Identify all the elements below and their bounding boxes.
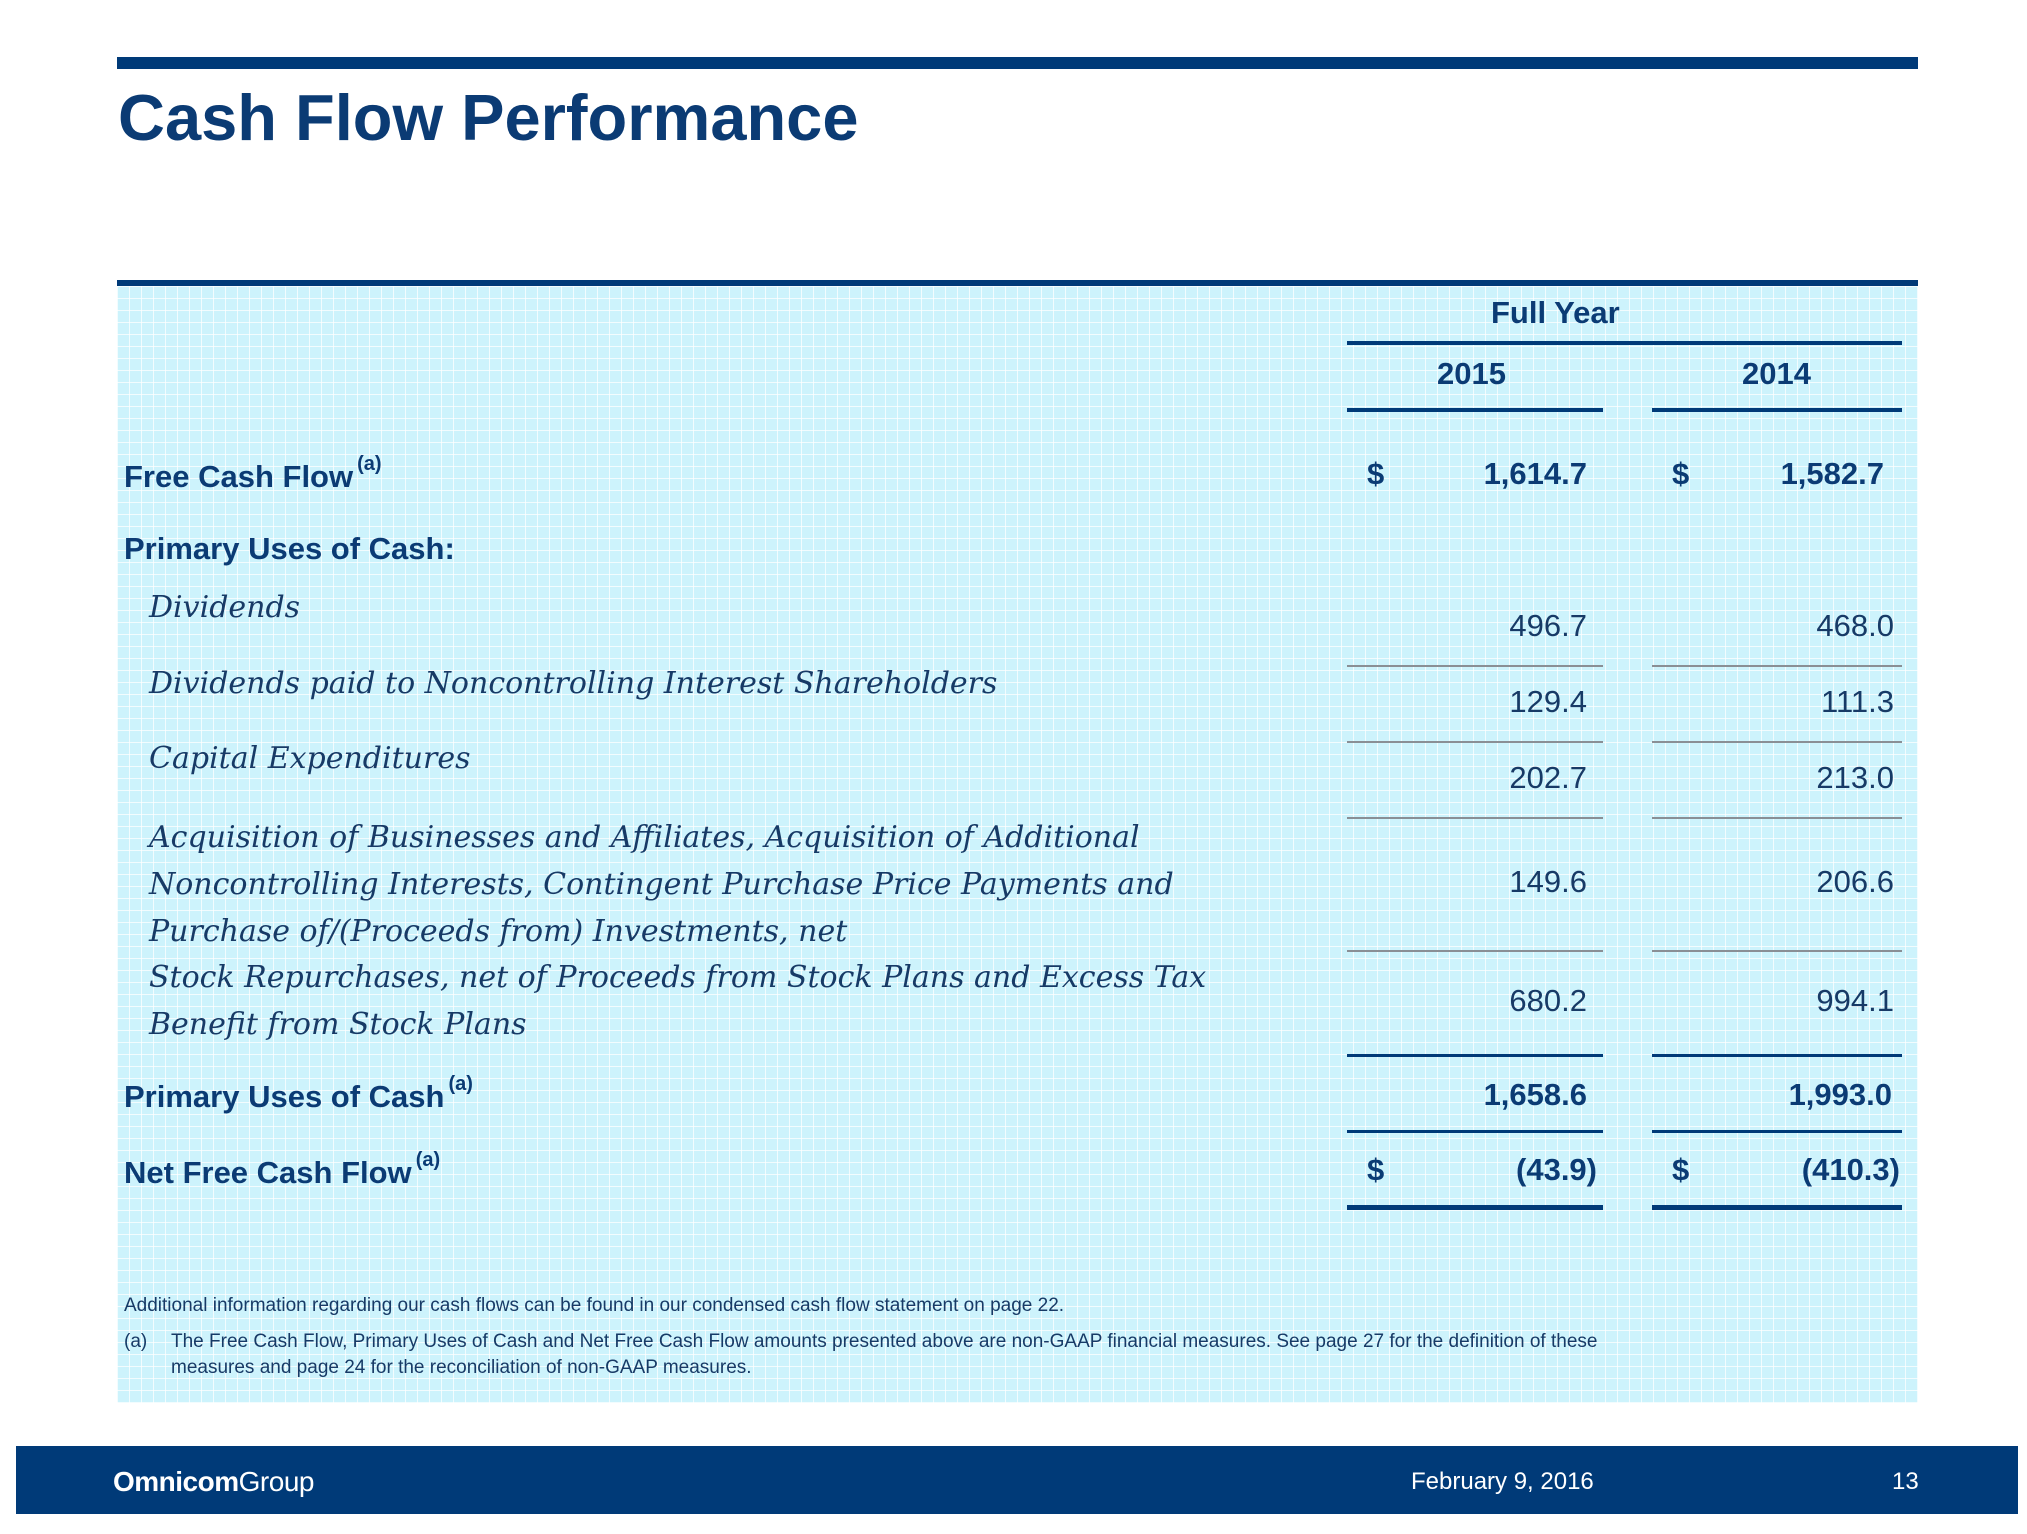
section-heading-primary-uses: Primary Uses of Cash: [124, 531, 455, 566]
row-label-line: Noncontrolling Interests, Contingent Pur… [149, 867, 1174, 902]
row-label-line: Stock Repurchases, net of Proceeds from … [149, 960, 1207, 995]
currency-symbol: $ [1367, 456, 1385, 491]
cash-flow-table-panel: Full Year 2015 2014 Free Cash Flow (a) $ … [117, 280, 1918, 1403]
column-2015-underline [1347, 408, 1603, 412]
full-year-underline [1347, 341, 1902, 345]
row-label-free-cash-flow: Free Cash Flow (a) [124, 453, 382, 494]
row-label-net-free-cash-flow: Net Free Cash Flow (a) [124, 1149, 441, 1190]
row-divider [1347, 741, 1603, 743]
subtotal-rule [1652, 1130, 1902, 1133]
value-dividends-noncontrolling-2015: 129.4 [1509, 684, 1587, 719]
row-divider [1347, 950, 1603, 952]
row-divider [1652, 817, 1902, 819]
footnote-marker: (a) [415, 1149, 441, 1171]
footer-bar [16, 1446, 2018, 1514]
row-divider [1652, 741, 1902, 743]
subtotal-rule [1347, 1054, 1603, 1057]
currency-symbol: $ [1672, 1152, 1690, 1187]
top-rule [117, 57, 1918, 69]
row-divider [1347, 817, 1603, 819]
slide-title: Cash Flow Performance [118, 81, 859, 154]
footnote-line: measures and page 24 for the reconciliat… [171, 1357, 752, 1378]
value-capital-expenditures-2014: 213.0 [1816, 760, 1894, 795]
row-label-line: Purchase of/(Proceeds from) Investments,… [149, 914, 848, 949]
row-label-dividends: Dividends [149, 590, 301, 625]
value-stock-repurchases-2014: 994.1 [1816, 983, 1894, 1018]
currency-symbol: $ [1672, 456, 1690, 491]
value-dividends-noncontrolling-2014: 111.3 [1821, 684, 1894, 719]
value-net-free-cash-flow-2015: (43.9) [1516, 1152, 1597, 1187]
footnote-line: The Free Cash Flow, Primary Uses of Cash… [171, 1331, 1598, 1352]
subtotal-rule [1347, 1130, 1603, 1133]
column-header-2014: 2014 [1742, 356, 1811, 391]
row-divider [1652, 665, 1902, 667]
footer-date: February 9, 2016 [1411, 1468, 1594, 1495]
row-label-capital-expenditures: Capital Expenditures [149, 741, 471, 776]
column-header-2015: 2015 [1437, 356, 1506, 391]
additional-info-note: Additional information regarding our cas… [124, 1295, 1065, 1316]
value-dividends-2015: 496.7 [1509, 608, 1587, 643]
page-number: 13 [1892, 1468, 1919, 1495]
row-label-primary-uses-total: Primary Uses of Cash (a) [124, 1073, 473, 1114]
footnote-marker: (a) [448, 1073, 473, 1095]
column-2014-underline [1652, 408, 1902, 412]
value-capital-expenditures-2015: 202.7 [1509, 760, 1587, 795]
value-free-cash-flow-2015: 1,614.7 [1483, 456, 1587, 491]
footnote-marker: (a) [357, 453, 382, 475]
value-stock-repurchases-2015: 680.2 [1509, 983, 1587, 1018]
total-double-rule [1652, 1205, 1902, 1210]
footnote-a-text: The Free Cash Flow, Primary Uses of Cash… [171, 1329, 1597, 1381]
value-net-free-cash-flow-2014: (410.3) [1801, 1152, 1900, 1187]
omnicom-group-logo: OmnicomGroup [113, 1466, 314, 1497]
row-label-dividends-noncontrolling: Dividends paid to Noncontrolling Interes… [149, 666, 998, 701]
value-acquisitions-2015: 149.6 [1509, 864, 1587, 899]
row-label-acquisitions: Acquisition of Businesses and Affiliates… [149, 814, 1174, 955]
row-label-stock-repurchases: Stock Repurchases, net of Proceeds from … [149, 954, 1206, 1048]
currency-symbol: $ [1367, 1152, 1385, 1187]
footnote-a-marker: (a) [124, 1331, 148, 1352]
value-dividends-2014: 468.0 [1816, 608, 1894, 643]
value-primary-uses-total-2015: 1,658.6 [1483, 1077, 1587, 1112]
subtotal-rule [1652, 1054, 1902, 1057]
row-label-line: Benefit from Stock Plans [149, 1007, 527, 1042]
total-double-rule [1347, 1205, 1603, 1210]
value-primary-uses-total-2014: 1,993.0 [1788, 1077, 1892, 1112]
value-acquisitions-2014: 206.6 [1816, 864, 1894, 899]
row-divider [1652, 950, 1902, 952]
row-label-line: Acquisition of Businesses and Affiliates… [149, 820, 1140, 855]
value-free-cash-flow-2014: 1,582.7 [1780, 456, 1884, 491]
row-divider [1347, 665, 1603, 667]
